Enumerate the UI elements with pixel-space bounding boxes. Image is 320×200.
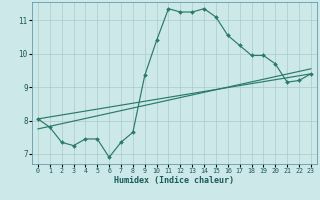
X-axis label: Humidex (Indice chaleur): Humidex (Indice chaleur) (115, 176, 234, 185)
